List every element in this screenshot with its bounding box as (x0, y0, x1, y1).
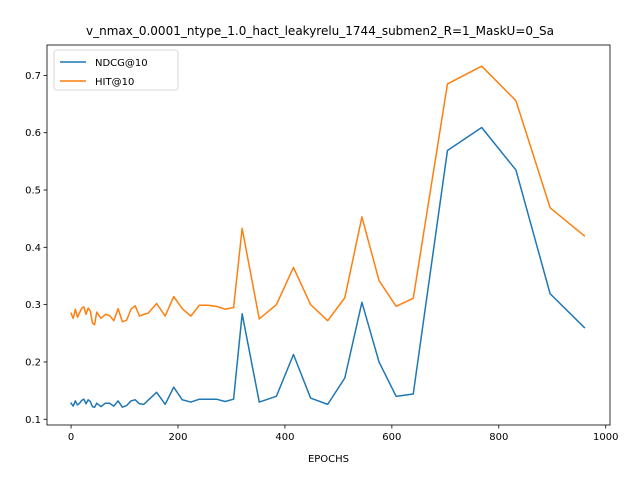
axes-frame (46, 44, 611, 426)
series-line-hit-10 (70, 65, 586, 326)
x-tick-label: 0 (68, 432, 74, 443)
plot-area (46, 44, 611, 426)
y-tick-label: 0.5 (25, 186, 41, 197)
y-tick-label: 0.7 (25, 71, 41, 82)
legend: NDCG@10 HIT@10 (53, 49, 179, 91)
x-tick-label: 800 (489, 432, 508, 443)
x-tick-label: 400 (275, 432, 294, 443)
y-tick-label: 0.6 (25, 128, 41, 139)
chart-title: v_nmax_0.0001_ntype_1.0_hact_leakyrelu_1… (86, 24, 554, 38)
y-tick-label: 0.1 (25, 415, 41, 426)
y-tick-label: 0.2 (25, 357, 41, 368)
y-tick-label: 0.3 (25, 300, 41, 311)
x-tick-label: 600 (382, 432, 401, 443)
x-tick-label: 200 (168, 432, 187, 443)
series-line-ndcg-10 (70, 126, 586, 408)
x-tick-label: 1000 (593, 432, 618, 443)
legend-entry-label: NDCG@10 (95, 58, 148, 69)
legend-entry-label: HIT@10 (95, 77, 134, 88)
x-axis: 0 200 400 600 800 1000 (68, 425, 618, 443)
series-lines (70, 65, 586, 408)
y-tick-label: 0.4 (25, 243, 41, 254)
legend-box (53, 49, 179, 91)
y-axis: 0.1 0.2 0.3 0.4 0.5 0.6 0.7 (25, 71, 47, 426)
x-axis-label: EPOCHS (308, 454, 349, 465)
